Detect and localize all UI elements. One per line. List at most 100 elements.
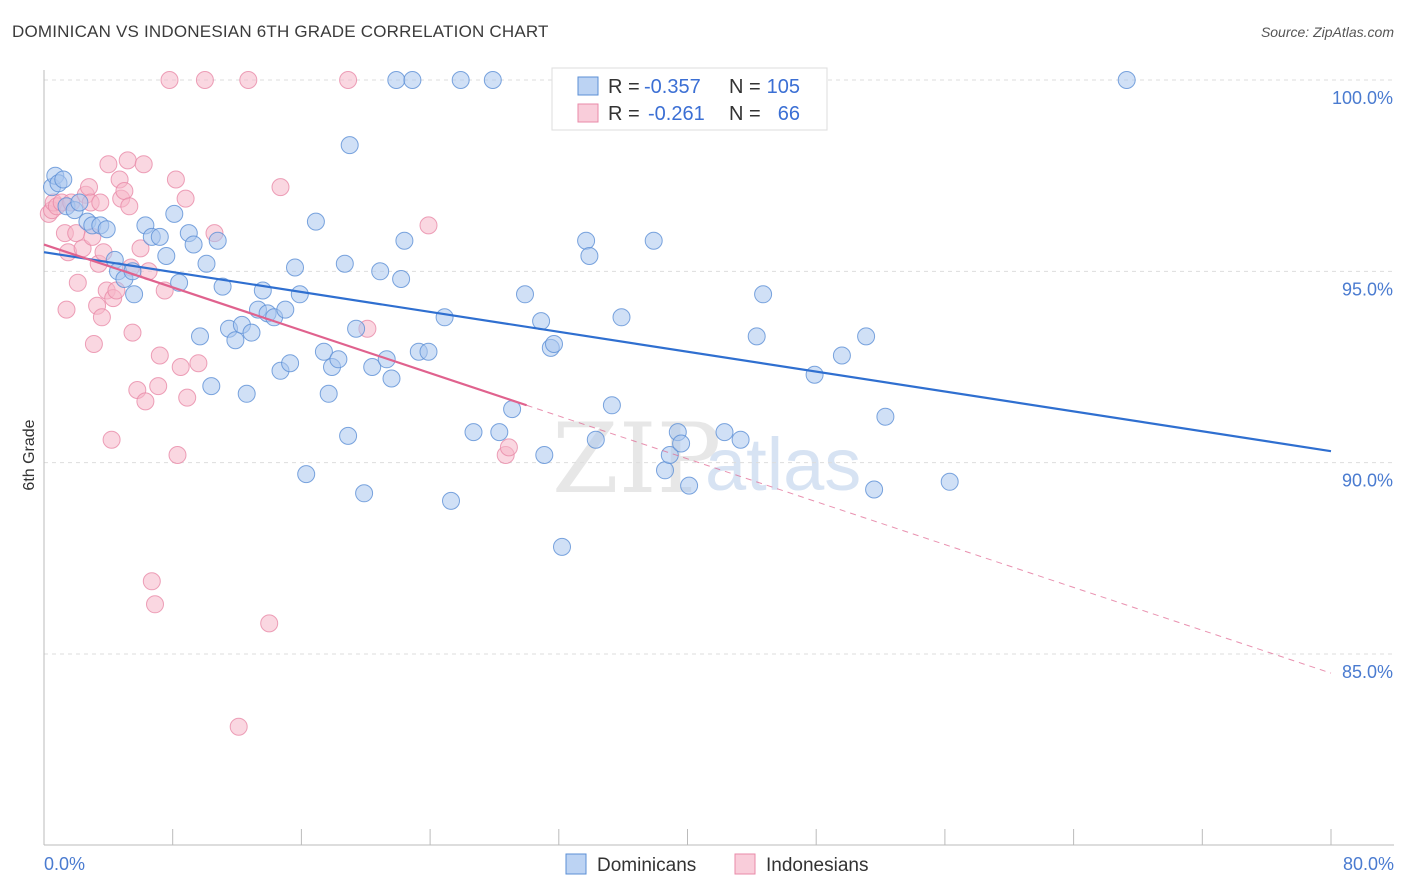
dominican-point: [644, 231, 663, 250]
dominican-point: [371, 262, 390, 281]
dominican-point: [286, 258, 304, 277]
dominican-point: [612, 308, 631, 327]
indonesian-point: [123, 323, 142, 342]
indonesian-point: [99, 155, 118, 174]
legend-swatch-dominicans: [577, 76, 599, 96]
indonesian-point: [120, 197, 139, 216]
dominican-point: [403, 71, 422, 89]
dominican-point: [184, 235, 203, 254]
dominican-point: [754, 285, 773, 304]
dominican-point: [306, 212, 325, 231]
dominican-point: [335, 254, 354, 273]
dominican-point: [865, 480, 884, 499]
y-tick-labels: 85.0% 90.0% 95.0% 100.0%: [1332, 88, 1393, 682]
indonesian-point: [339, 71, 358, 89]
y-axis-label: 6th Grade: [21, 419, 38, 490]
dominican-point: [208, 231, 227, 250]
dominican-point: [940, 472, 959, 491]
bottom-legend-label-dominicans: Dominicans: [597, 855, 696, 876]
dominican-point: [553, 537, 571, 556]
indonesian-point: [419, 216, 438, 235]
indonesian-point: [92, 308, 111, 327]
dominican-point: [672, 434, 691, 453]
indonesian-point: [142, 572, 161, 591]
indonesian-point: [68, 273, 87, 292]
dominican-point: [419, 342, 438, 361]
dominican-point: [363, 358, 382, 376]
dominican-point: [226, 331, 245, 350]
dominican-point: [731, 430, 750, 449]
indonesian-point: [149, 377, 168, 396]
dominican-point: [586, 430, 605, 449]
indonesian-point: [178, 388, 197, 407]
indonesian-point: [171, 358, 190, 376]
indonesian-point: [168, 446, 187, 464]
dominican-point: [660, 446, 679, 464]
dominican-point: [392, 270, 411, 288]
dominican-point: [165, 204, 184, 223]
dominican-point: [297, 465, 316, 484]
dominican-point: [464, 423, 483, 442]
indonesian-point: [136, 392, 155, 411]
indonesian-point: [166, 170, 185, 189]
dominican-point: [237, 384, 256, 403]
dominican-point: [97, 220, 116, 239]
dominican-point: [281, 354, 300, 373]
indonesian-point: [189, 354, 208, 373]
dominican-point: [577, 231, 596, 250]
x-tick-label-max: 80.0%: [1343, 854, 1394, 874]
indonesian-point: [160, 71, 179, 89]
dominican-point: [347, 319, 366, 338]
dominican-point: [483, 71, 502, 89]
indonesian-point: [57, 300, 76, 319]
y-tick-label: 95.0%: [1342, 279, 1393, 299]
dominican-point: [857, 327, 876, 346]
indonesian-point: [146, 595, 164, 614]
dominicans-series: [43, 71, 1136, 556]
dominican-point: [290, 285, 309, 304]
dominican-point: [213, 277, 232, 296]
indonesian-point: [115, 182, 134, 200]
legend-r-value-dominicans: -0.357: [644, 76, 701, 98]
dominican-point: [715, 423, 734, 442]
dominican-point: [680, 476, 699, 495]
dominican-point: [54, 170, 73, 189]
indonesian-point: [134, 155, 153, 174]
dominican-point: [339, 426, 358, 445]
dominican-point: [70, 193, 89, 212]
dominican-point: [395, 231, 414, 250]
dominican-point: [340, 136, 359, 155]
y-tick-label: 90.0%: [1342, 471, 1393, 491]
indonesian-point: [239, 71, 258, 89]
x-tick-label-min: 0.0%: [44, 854, 85, 874]
dominican-point: [435, 308, 454, 327]
dominican-point: [832, 346, 851, 365]
indonesian-point: [150, 346, 169, 365]
indonesian-point: [195, 71, 214, 89]
watermark: ZIP atlas: [552, 403, 861, 515]
bottom-legend-label-indonesians: Indonesians: [766, 855, 868, 876]
dominican-point: [314, 342, 333, 361]
dominican-point: [490, 423, 509, 442]
dominicans-trend-line: [43, 251, 1332, 453]
series-legend: Dominicans Indonesians: [565, 853, 868, 876]
dominican-point: [242, 323, 261, 342]
dominican-point: [197, 254, 216, 273]
indonesian-point: [499, 438, 518, 457]
legend-n-label-indonesians: N =: [729, 103, 761, 125]
dominican-point: [125, 285, 144, 304]
stats-legend: R = -0.357 N = 105 R = -0.261 N = 66: [551, 67, 828, 131]
indonesian-point: [118, 151, 137, 170]
indonesian-point: [102, 430, 121, 449]
legend-r-value-indonesians: -0.261: [648, 103, 705, 125]
indonesian-point: [131, 239, 150, 258]
indonesians-trend-line: [43, 243, 527, 407]
indonesian-point: [229, 717, 248, 736]
dominican-point: [747, 327, 766, 346]
legend-r-label-indonesians: R =: [608, 103, 640, 125]
dominican-point: [319, 384, 338, 403]
legend-r-label-dominicans: R =: [608, 76, 640, 98]
dominican-point: [451, 71, 470, 89]
source-credit: Source: ZipAtlas.com: [1260, 24, 1394, 40]
